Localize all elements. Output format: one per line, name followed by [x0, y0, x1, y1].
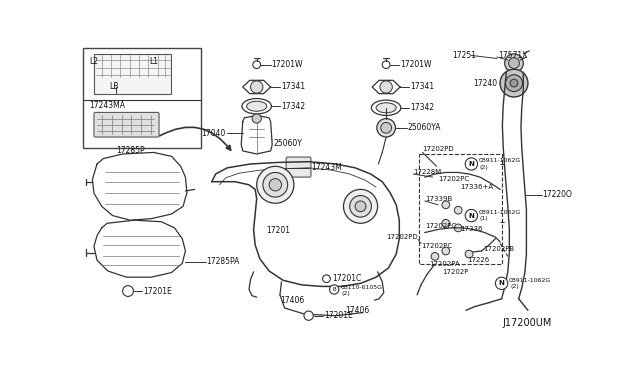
- Text: LB: LB: [109, 81, 119, 91]
- Text: 17285PA: 17285PA: [206, 257, 240, 266]
- Text: 08110-6105G: 08110-6105G: [340, 285, 383, 291]
- Text: 17201E: 17201E: [143, 286, 172, 295]
- Circle shape: [495, 277, 508, 289]
- Circle shape: [377, 119, 396, 137]
- Ellipse shape: [246, 101, 267, 111]
- Circle shape: [344, 189, 378, 223]
- Text: 08911-1062G: 08911-1062G: [509, 278, 551, 283]
- Text: 17202PC: 17202PC: [425, 222, 456, 228]
- Circle shape: [250, 81, 263, 93]
- Circle shape: [454, 206, 462, 214]
- Text: L2: L2: [90, 57, 99, 66]
- Text: 17202PC: 17202PC: [421, 243, 452, 249]
- Circle shape: [330, 285, 339, 294]
- Text: 17336+A: 17336+A: [460, 184, 493, 190]
- Text: 17341: 17341: [282, 83, 306, 92]
- Text: 17228M: 17228M: [413, 169, 442, 175]
- Circle shape: [465, 209, 477, 222]
- Text: 17339B: 17339B: [425, 196, 452, 202]
- Text: 08911-1062G: 08911-1062G: [478, 210, 520, 215]
- Text: (2): (2): [510, 284, 519, 289]
- Text: 17202PB: 17202PB: [483, 246, 514, 252]
- Circle shape: [253, 61, 260, 68]
- Text: 17226: 17226: [467, 257, 490, 263]
- Circle shape: [380, 81, 392, 93]
- Text: 17342: 17342: [282, 102, 306, 111]
- Circle shape: [442, 201, 450, 209]
- Text: (1): (1): [480, 216, 488, 221]
- Text: 17285P: 17285P: [116, 147, 145, 155]
- Text: 17201W: 17201W: [271, 60, 303, 69]
- FancyBboxPatch shape: [286, 157, 311, 177]
- Circle shape: [442, 247, 450, 255]
- Circle shape: [505, 54, 524, 73]
- Circle shape: [509, 58, 520, 68]
- Circle shape: [252, 114, 261, 123]
- Text: 17202PD: 17202PD: [387, 234, 418, 240]
- FancyBboxPatch shape: [83, 48, 201, 148]
- Text: 17406: 17406: [345, 306, 369, 315]
- Circle shape: [500, 69, 528, 97]
- Circle shape: [263, 173, 288, 197]
- Text: 17342: 17342: [410, 103, 435, 112]
- Text: 25060Y: 25060Y: [274, 139, 303, 148]
- Text: 17243MA: 17243MA: [90, 101, 125, 110]
- Circle shape: [382, 61, 390, 68]
- Circle shape: [123, 286, 134, 296]
- Text: 17201W: 17201W: [400, 60, 431, 69]
- Text: L1: L1: [150, 57, 159, 66]
- Text: 17220O: 17220O: [543, 190, 573, 199]
- Text: 17201C: 17201C: [332, 274, 361, 283]
- Circle shape: [269, 179, 282, 191]
- Text: 17202P: 17202P: [443, 269, 469, 275]
- Circle shape: [381, 122, 392, 133]
- Text: 17336: 17336: [460, 227, 483, 232]
- Circle shape: [510, 79, 518, 87]
- Text: 17243M: 17243M: [311, 163, 342, 172]
- Text: N: N: [468, 212, 474, 219]
- Circle shape: [304, 311, 313, 320]
- Circle shape: [431, 253, 439, 260]
- Circle shape: [355, 201, 366, 212]
- Ellipse shape: [376, 103, 396, 113]
- Text: 17571X: 17571X: [499, 51, 528, 60]
- Text: N: N: [468, 161, 474, 167]
- Circle shape: [506, 75, 522, 92]
- Text: 17202PD: 17202PD: [422, 146, 454, 153]
- Text: J17200UM: J17200UM: [502, 318, 552, 328]
- Circle shape: [349, 196, 371, 217]
- Text: B: B: [332, 287, 336, 292]
- Circle shape: [465, 250, 473, 258]
- Circle shape: [454, 224, 462, 232]
- Circle shape: [465, 158, 477, 170]
- Circle shape: [257, 166, 294, 203]
- Text: 08911-1062G: 08911-1062G: [478, 158, 520, 163]
- Text: 17202PC: 17202PC: [438, 176, 469, 182]
- Text: N: N: [499, 280, 504, 286]
- Circle shape: [323, 275, 330, 283]
- FancyBboxPatch shape: [94, 112, 159, 137]
- Text: 17040: 17040: [202, 129, 226, 138]
- Text: 17406: 17406: [280, 296, 304, 305]
- Text: 17240: 17240: [473, 78, 497, 88]
- Text: 17202PA: 17202PA: [429, 261, 460, 267]
- Text: (2): (2): [480, 164, 489, 170]
- Text: 17341: 17341: [410, 83, 435, 92]
- Ellipse shape: [242, 99, 271, 114]
- Text: 17251: 17251: [452, 51, 476, 60]
- Text: (2): (2): [342, 291, 351, 296]
- Ellipse shape: [371, 100, 401, 115]
- Text: 17201E: 17201E: [324, 311, 353, 320]
- Text: 25060YA: 25060YA: [408, 123, 442, 132]
- Text: 17201: 17201: [266, 227, 290, 235]
- FancyBboxPatch shape: [94, 54, 172, 94]
- Circle shape: [442, 219, 450, 227]
